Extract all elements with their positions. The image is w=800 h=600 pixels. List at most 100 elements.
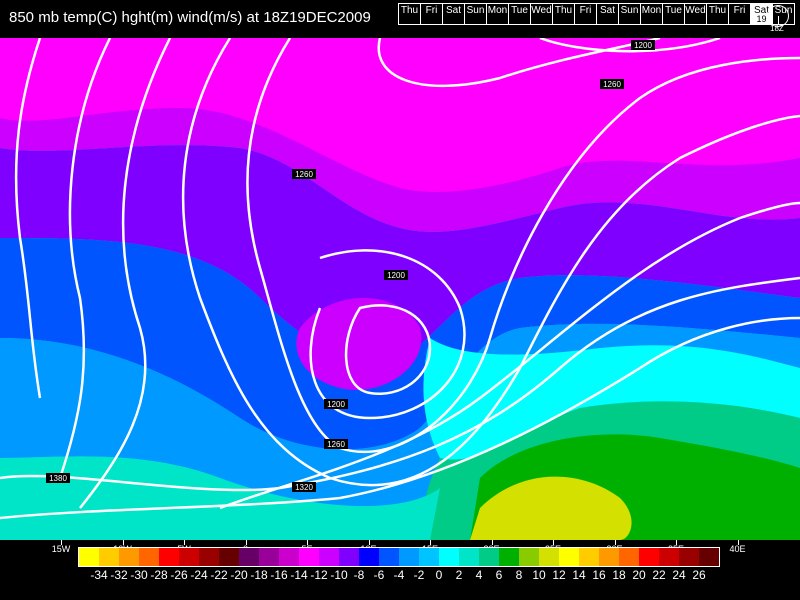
colorbar-label: 10 — [532, 568, 546, 582]
day-label: Sat — [599, 5, 615, 16]
day-label: Mon — [487, 5, 508, 16]
day-timeline: Thu Fri Sat Sun Mon Tue Wed Thu Fri Sat Sun Mon Tue W… — [398, 3, 795, 25]
day-cell[interactable]: Thu — [399, 4, 421, 24]
colorbar-swatch — [179, 548, 199, 566]
colorbar-label: 20 — [632, 568, 646, 582]
colorbar-label: 4 — [475, 568, 483, 582]
lon-tick — [122, 540, 124, 545]
contour-label: 1200 — [327, 400, 345, 409]
map-title: 850 mb temp(C) hght(m) wind(m/s) at 18Z1… — [9, 9, 371, 26]
colorbar-label: 24 — [672, 568, 686, 582]
colorbar-label: -30 — [130, 568, 148, 582]
day-label: Sun — [620, 5, 639, 16]
day-label: Fri — [425, 5, 438, 16]
contour-label: 1260 — [295, 170, 313, 179]
colorbar-label: 26 — [692, 568, 706, 582]
colorbar-label: -8 — [353, 568, 365, 582]
lon-label: 40E — [729, 544, 746, 554]
day-cell[interactable]: Sat — [443, 4, 465, 24]
colorbar-swatch — [559, 548, 579, 566]
day-cell[interactable]: Wed — [531, 4, 553, 24]
day-label: Thu — [708, 5, 727, 16]
colorbar-swatch — [499, 548, 519, 566]
colorbar-swatch — [219, 548, 239, 566]
colorbar-swatch — [579, 548, 599, 566]
day-label: Tue — [511, 5, 528, 16]
lon-tick — [184, 540, 185, 545]
day-cell[interactable]: Sun — [619, 4, 641, 24]
colorbar-swatch — [319, 548, 339, 566]
colorbar-label: -34 — [90, 568, 108, 582]
colorbar-label: 6 — [495, 568, 503, 582]
day-cell[interactable]: Fri — [575, 4, 597, 24]
colorbar-label: -2 — [413, 568, 425, 582]
colorbar-label: -16 — [270, 568, 288, 582]
colorbar-swatch — [459, 548, 479, 566]
day-cell[interactable]: Fri — [729, 4, 751, 24]
colorbar-swatch — [79, 548, 99, 566]
colorbar-swatch — [699, 548, 719, 566]
lon-tick — [307, 540, 308, 545]
colorbar-swatch — [679, 548, 699, 566]
day-cell[interactable]: Sun — [465, 4, 487, 24]
day-label: Thu — [554, 5, 573, 16]
colorbar-label: 0 — [435, 568, 443, 582]
colorbar-swatch — [239, 548, 259, 566]
lon-tick — [430, 540, 431, 545]
colorbar-swatch — [159, 548, 179, 566]
temp-area-pink — [0, 38, 800, 192]
temp-area-yellowgreen — [470, 476, 632, 540]
contour-label: 1380 — [49, 474, 67, 483]
colorbar-label: -6 — [373, 568, 385, 582]
colorbar-swatch — [479, 548, 499, 566]
day-label: Fri — [579, 5, 592, 16]
temp-area-blue — [0, 238, 800, 450]
day-cell[interactable]: Mon — [487, 4, 509, 24]
colorbar-swatch — [419, 548, 439, 566]
colorbar-swatch — [199, 548, 219, 566]
temperature-colorbar — [78, 547, 720, 567]
colorbar-label: -32 — [110, 568, 128, 582]
colorbar-swatch — [619, 548, 639, 566]
colorbar-label: -12 — [310, 568, 328, 582]
colorbar-swatch — [279, 548, 299, 566]
day-cell[interactable]: Tue — [509, 4, 531, 24]
day-label: Sat — [753, 5, 769, 16]
day-cell[interactable]: Thu — [707, 4, 729, 24]
day-label: Wed — [531, 5, 552, 16]
colorbar-label: -10 — [330, 568, 348, 582]
colorbar-label: 16 — [592, 568, 606, 582]
colorbar-label: -28 — [150, 568, 168, 582]
contour-label: 1260 — [327, 440, 345, 449]
temp-area-southwest — [0, 456, 440, 540]
clock-icon — [767, 5, 789, 27]
lon-tick — [491, 540, 493, 545]
colorbar-label: 18 — [612, 568, 626, 582]
colorbar-label: 22 — [652, 568, 666, 582]
contour-label: 1260 — [603, 80, 621, 89]
colorbar-swatch — [259, 548, 279, 566]
colorbar-swatch — [659, 548, 679, 566]
colorbar-swatch — [139, 548, 159, 566]
day-cell[interactable]: Tue — [663, 4, 685, 24]
day-cell[interactable]: Thu — [553, 4, 575, 24]
lon-tick — [245, 540, 247, 545]
colorbar-swatch — [519, 548, 539, 566]
height-contours — [0, 38, 800, 520]
lon-label: 15W — [51, 544, 71, 554]
day-label: Tue — [665, 5, 682, 16]
colorbar-swatch — [299, 548, 319, 566]
day-cell[interactable]: Sat — [597, 4, 619, 24]
colorbar-swatch — [399, 548, 419, 566]
day-label: Sat — [445, 5, 461, 16]
day-cell[interactable]: Mon — [641, 4, 663, 24]
day-cell[interactable]: Fri — [421, 4, 443, 24]
colorbar-label: -18 — [250, 568, 268, 582]
colorbar-swatch — [439, 548, 459, 566]
colorbar-swatch — [99, 548, 119, 566]
colorbar-label: -22 — [210, 568, 228, 582]
colorbar-label: 14 — [572, 568, 586, 582]
weather-map: 1200 1260 1260 1200 1200 1260 1320 1380 — [0, 38, 800, 540]
day-cell[interactable]: Wed — [685, 4, 707, 24]
day-label: Fri — [733, 5, 746, 16]
